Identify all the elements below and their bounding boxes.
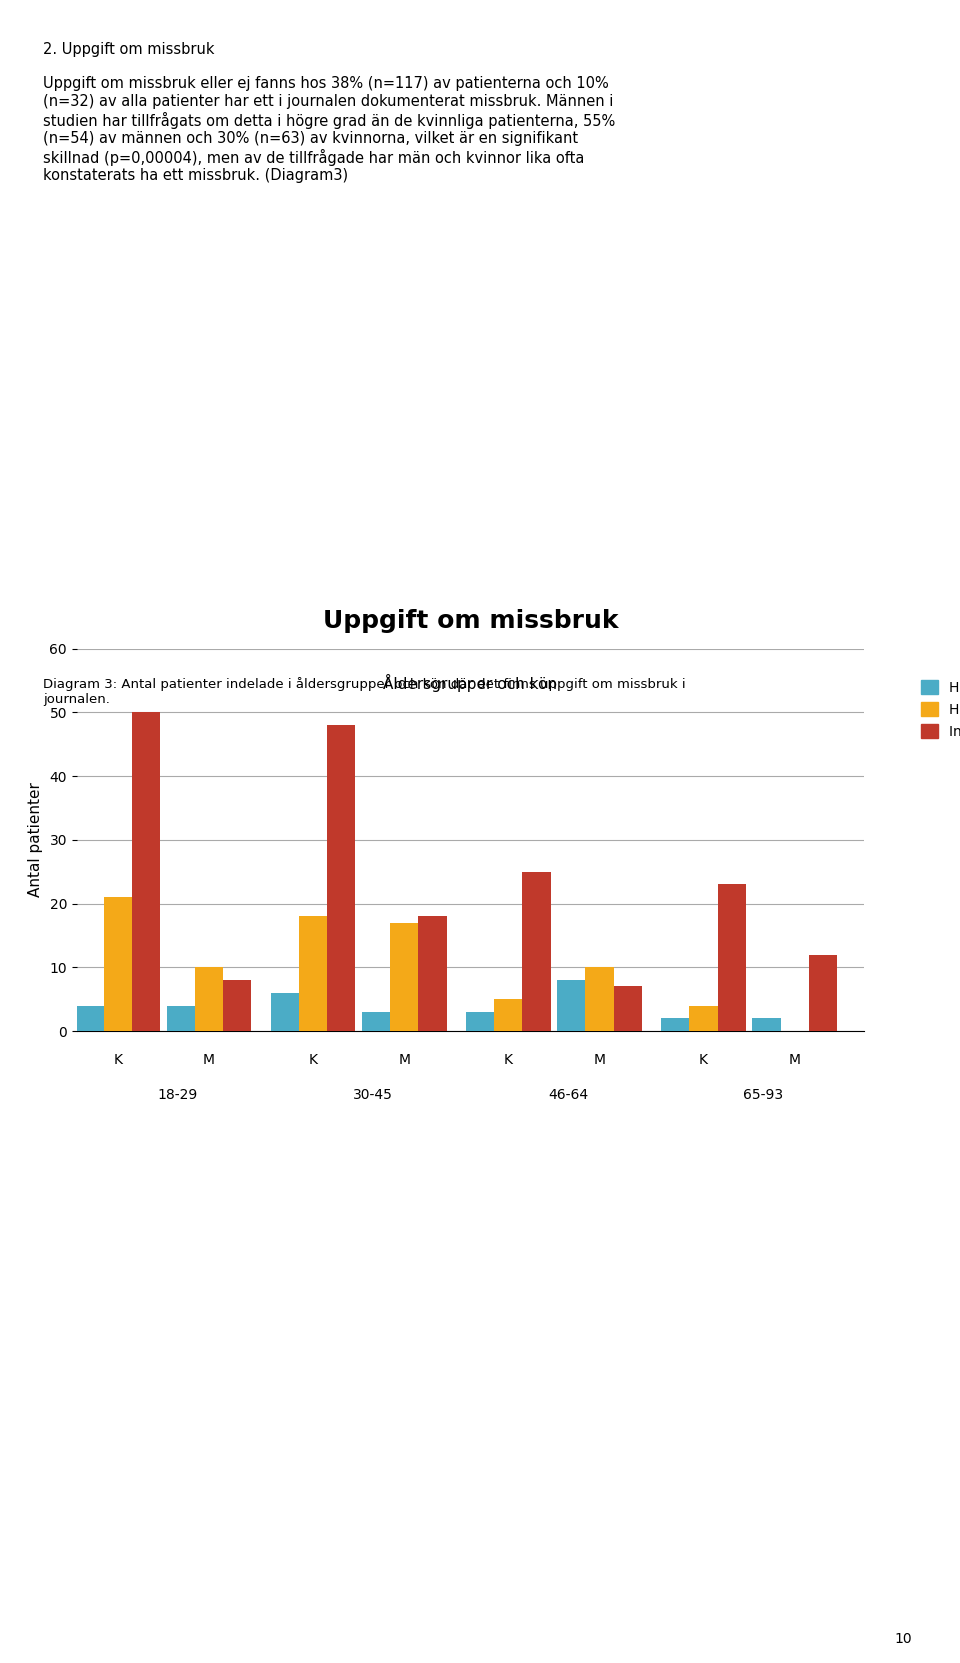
Text: 30-45: 30-45 [353, 1088, 393, 1103]
Text: K: K [308, 1053, 318, 1068]
Text: Åldersgrupper och kön: Åldersgrupper och kön [383, 674, 558, 692]
Bar [271, 993, 299, 1031]
Text: M: M [204, 1053, 215, 1068]
Bar [466, 1011, 494, 1031]
Text: K: K [699, 1053, 708, 1068]
Text: 10: 10 [895, 1633, 912, 1646]
Bar [808, 955, 837, 1031]
Bar [557, 980, 586, 1031]
Bar [299, 916, 327, 1031]
Bar [167, 1006, 195, 1031]
Bar [718, 885, 746, 1031]
Bar [586, 968, 613, 1031]
Bar [223, 980, 252, 1031]
Text: 2. Uppgift om missbruk

Uppgift om missbruk eller ej fanns hos 38% (n=117) av pa: 2. Uppgift om missbruk Uppgift om missbr… [43, 42, 615, 183]
Text: K: K [113, 1053, 122, 1068]
Bar [195, 968, 223, 1031]
Bar [104, 898, 132, 1031]
Bar [419, 916, 446, 1031]
Text: M: M [789, 1053, 801, 1068]
Bar [494, 999, 522, 1031]
Y-axis label: Antal patienter: Antal patienter [28, 782, 42, 898]
Text: Diagram 3: Antal patienter indelade i åldersgrupper och kön där det finns uppgif: Diagram 3: Antal patienter indelade i ål… [43, 677, 685, 705]
Text: 46-64: 46-64 [548, 1088, 588, 1103]
Bar [689, 1006, 718, 1031]
Text: M: M [398, 1053, 410, 1068]
Legend: Har missbruk, Har inte missbruk, Ingen uppgift: Har missbruk, Har inte missbruk, Ingen u… [915, 675, 960, 743]
Bar [390, 923, 419, 1031]
Bar [132, 712, 160, 1031]
Bar [362, 1011, 390, 1031]
Text: 65-93: 65-93 [743, 1088, 783, 1103]
Bar [327, 725, 355, 1031]
Bar [613, 986, 642, 1031]
Bar [76, 1006, 104, 1031]
Bar [661, 1018, 689, 1031]
Text: 18-29: 18-29 [157, 1088, 198, 1103]
Text: K: K [504, 1053, 513, 1068]
Bar [753, 1018, 780, 1031]
Title: Uppgift om missbruk: Uppgift om missbruk [323, 609, 618, 632]
Bar [522, 871, 551, 1031]
Text: M: M [593, 1053, 606, 1068]
